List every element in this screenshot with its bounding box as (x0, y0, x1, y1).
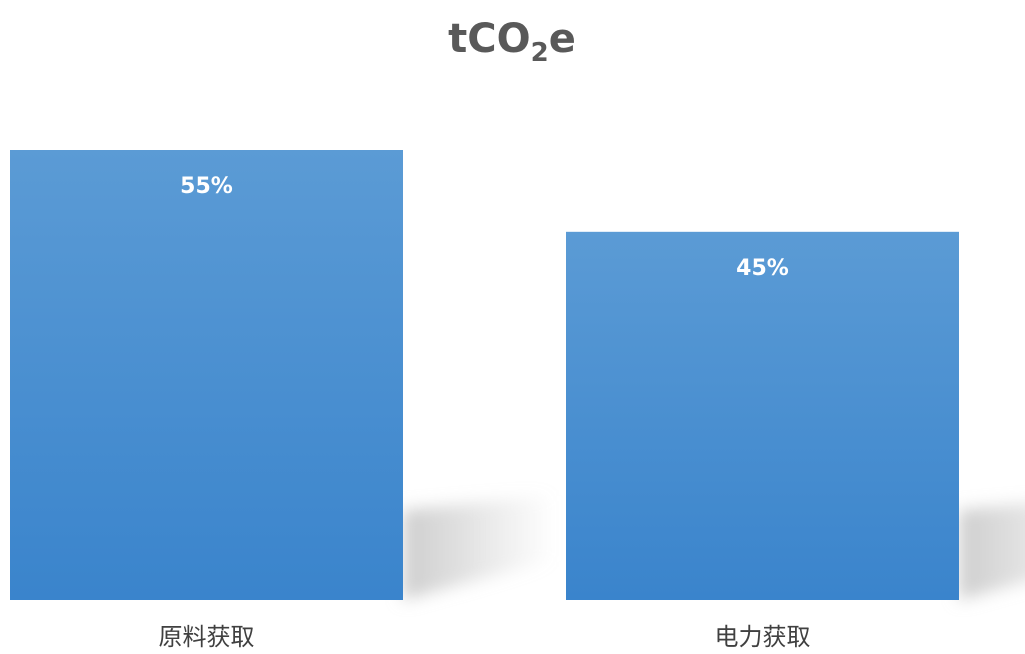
bar (566, 231, 959, 600)
category-label: 电力获取 (715, 623, 811, 651)
bars-group (10, 150, 959, 600)
chart-title-main: tCO (448, 16, 530, 62)
chart-title-subscript: 2 (531, 38, 549, 68)
category-labels-group: 原料获取 电力获取 (159, 623, 811, 651)
bar-shadow (403, 495, 553, 600)
chart-title: tCO2e (448, 16, 576, 68)
category-label: 原料获取 (159, 623, 255, 651)
data-labels-group: 55% 45% (180, 174, 789, 281)
data-label: 55% (180, 174, 233, 199)
data-label: 45% (736, 256, 789, 281)
bar-shadow (959, 503, 1025, 600)
bar (10, 150, 403, 600)
chart-title-suffix: e (549, 16, 576, 62)
bar-shadows (403, 495, 1025, 600)
